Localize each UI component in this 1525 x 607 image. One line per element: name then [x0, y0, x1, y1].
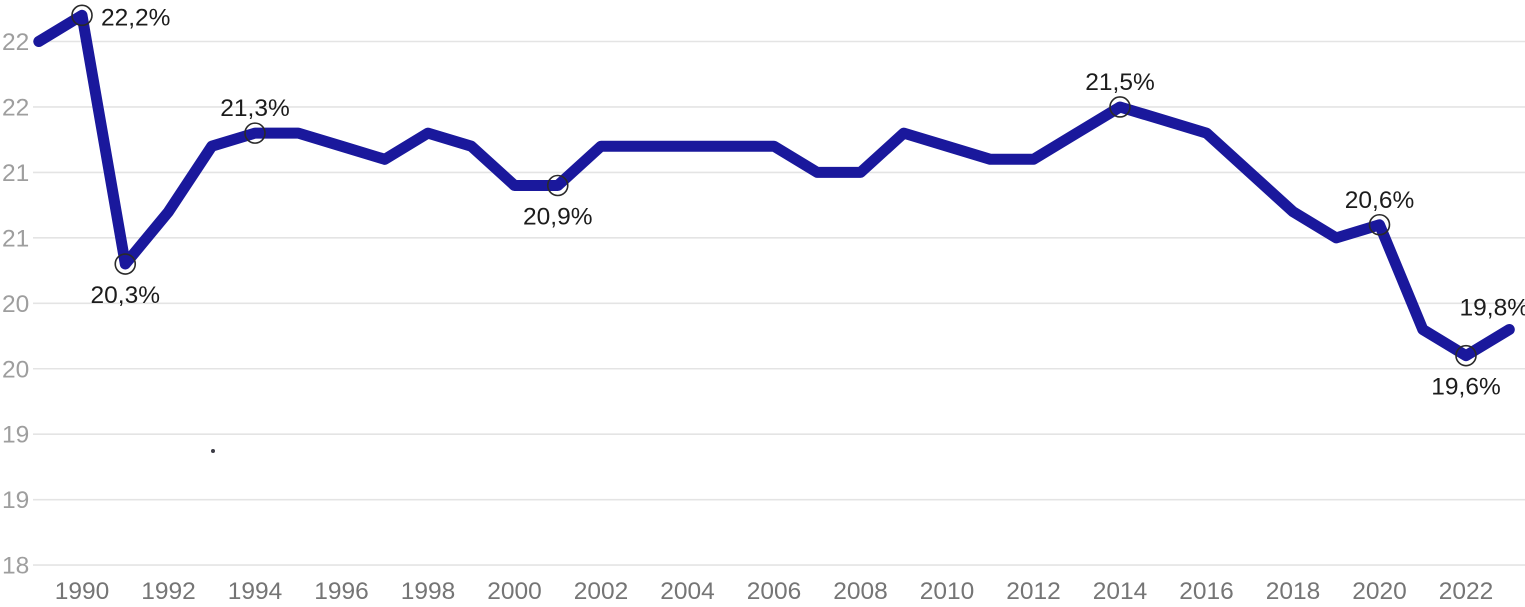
y-axis-tick-label: 22	[2, 29, 29, 56]
y-axis-tick-label: 21	[2, 225, 29, 252]
x-axis-tick-label: 2018	[1266, 578, 1321, 605]
data-point-marker[interactable]	[1455, 344, 1477, 367]
x-axis-tick-label: 2006	[747, 578, 802, 605]
x-axis-tick-label: 2000	[487, 578, 542, 605]
data-point-label: 20,6%	[1345, 187, 1414, 214]
x-axis-tick-label: 2020	[1352, 578, 1407, 605]
data-point-label: 20,3%	[91, 282, 160, 309]
y-axis-tick-label: 18	[2, 553, 29, 580]
x-axis-tick-label: 2012	[1006, 578, 1061, 605]
data-point-marker[interactable]	[1109, 96, 1131, 118]
y-axis-tick-label: 20	[2, 356, 29, 383]
x-axis-tick-label: 2002	[574, 578, 629, 605]
x-axis-tick-label: 1994	[228, 578, 283, 605]
x-axis-tick-label: 2004	[660, 578, 715, 605]
y-axis-tick-label: 22	[2, 94, 29, 121]
x-axis-tick-label: 1990	[55, 578, 110, 605]
x-axis-tick-label: 2008	[833, 578, 888, 605]
data-point-label: 21,5%	[1085, 69, 1154, 96]
y-axis-tick-label: 19	[2, 487, 29, 514]
y-axis-tick-label: 21	[2, 160, 29, 187]
x-axis-tick-label: 1998	[401, 578, 456, 605]
y-axis-tick-label: 20	[2, 291, 29, 318]
x-axis-tick-label: 2010	[920, 578, 975, 605]
x-axis-tick-label: 1996	[314, 578, 369, 605]
data-series-line[interactable]	[33, 9, 1515, 362]
x-axis-tick-label: 1992	[141, 578, 196, 605]
data-point-marker[interactable]	[244, 122, 266, 144]
x-axis-tick-label: 2016	[1179, 578, 1234, 605]
data-point-marker[interactable]	[1368, 213, 1391, 236]
data-point-label: 19,6%	[1431, 374, 1500, 401]
stray-dot	[211, 449, 215, 453]
data-point-marker[interactable]	[546, 174, 569, 197]
data-point-label: 20,9%	[523, 203, 592, 230]
data-point-label: 22,2%	[101, 4, 170, 31]
x-axis-tick-label: 2014	[1093, 578, 1148, 605]
data-point-marker[interactable]	[71, 4, 93, 27]
data-point-label: 21,3%	[220, 95, 289, 122]
data-point-marker[interactable]	[114, 253, 137, 275]
data-point-label: 19,8%	[1460, 294, 1525, 321]
y-axis-tick-label: 19	[2, 422, 29, 449]
x-axis-tick-label: 2022	[1439, 578, 1494, 605]
